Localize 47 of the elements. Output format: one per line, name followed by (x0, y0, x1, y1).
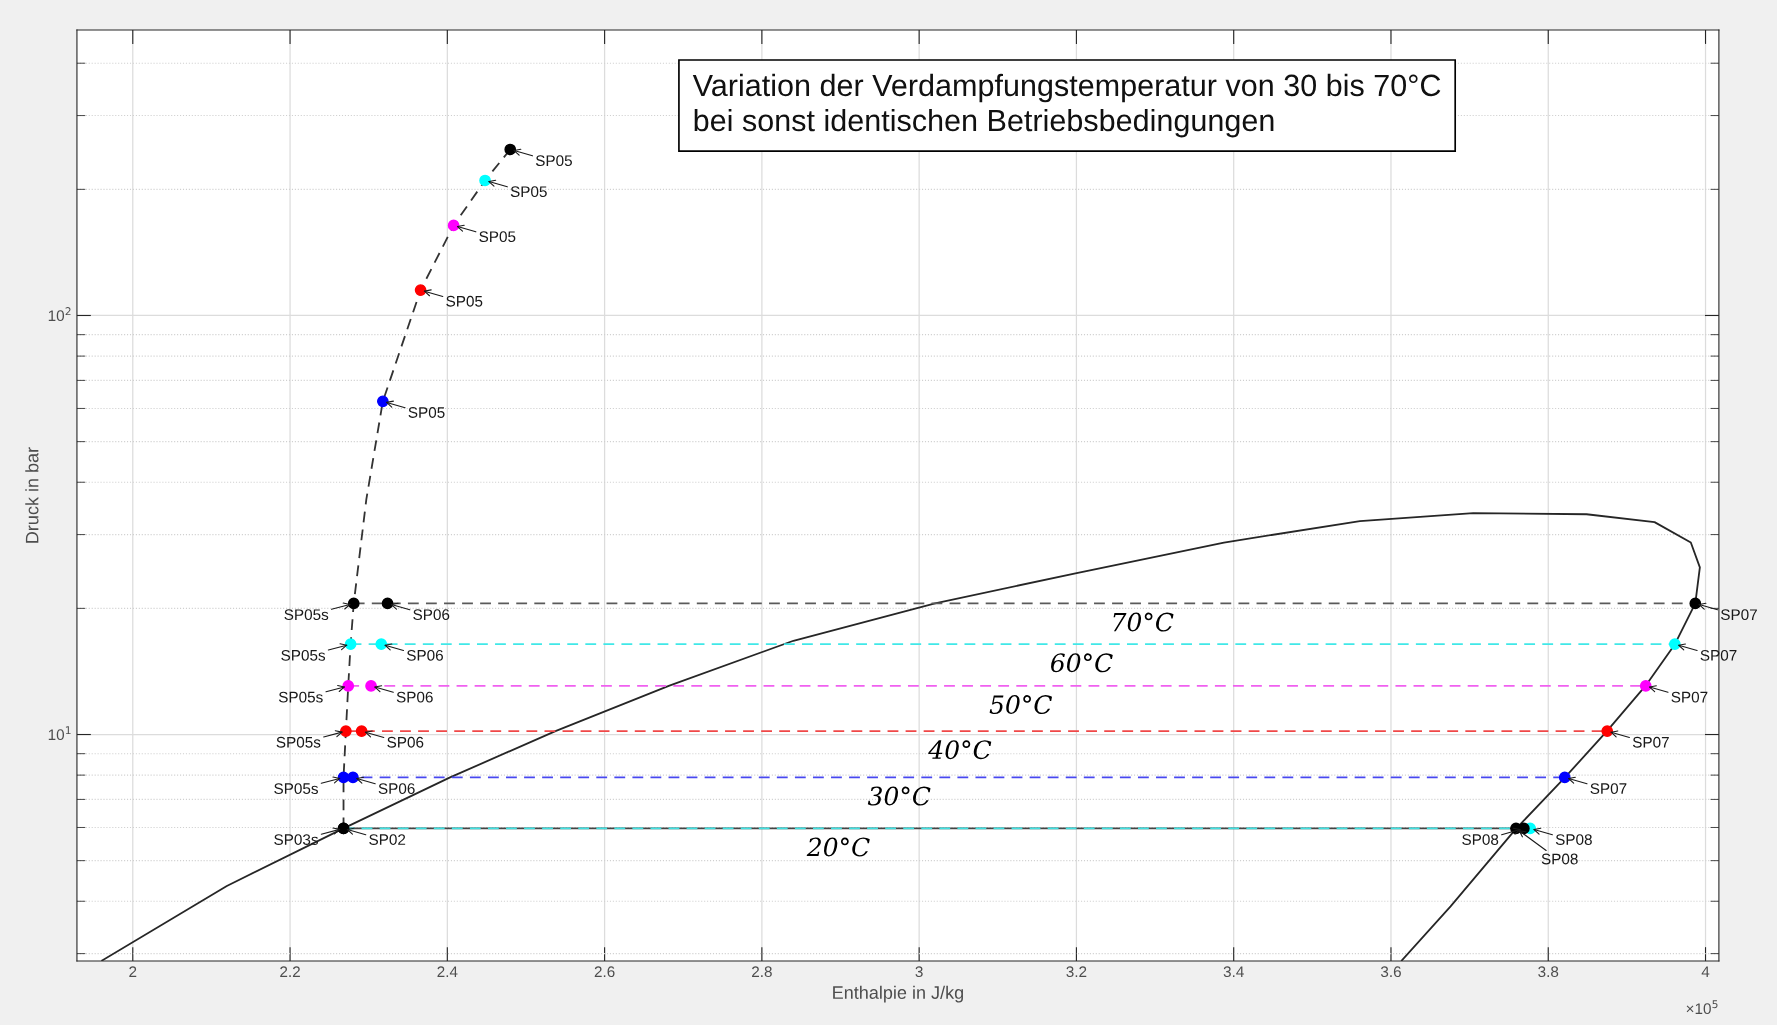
x-tick-label: 2.6 (594, 966, 615, 978)
series-label: 60°C (1051, 653, 1113, 673)
text: ×10$^{5}$ (1686, 1000, 1718, 1015)
x-tick-label: 3.8 (1538, 966, 1559, 978)
data-label: SP06 (378, 783, 415, 795)
x-tick-label: 3.4 (1223, 966, 1244, 978)
x-tick-label: 2.2 (280, 966, 300, 977)
data-label: SP08 (1541, 853, 1578, 865)
series-label: 40°C (928, 740, 992, 760)
data-label: SP03s (274, 834, 318, 845)
data-label: SP05 (510, 186, 547, 198)
data-label: SP07 (1671, 691, 1708, 703)
series-label: 50°C (989, 695, 1053, 715)
data-label: SP05 (535, 155, 572, 167)
data-label: SP07 (1590, 783, 1627, 795)
y-tick-label: 10$^{1}$ (48, 726, 71, 741)
x-tick-label: 3.6 (1380, 966, 1401, 978)
annotation: Variation der Verdampfungstemperatur von 30 bis 70°C bei sonst identischen Betriebsbedingungen (692, 73, 1441, 138)
data-label: SP05s (276, 736, 321, 748)
data-label: SP07 (1632, 736, 1669, 748)
data-label: SP07 (1721, 609, 1757, 621)
x-axis-title: Enthalpie in J/kg (833, 985, 963, 1003)
data-label: SP05s (274, 783, 318, 795)
data-label: SP08 (1555, 834, 1592, 845)
data-label: SP05 (479, 231, 516, 243)
y-axis-title: Druck in bar (25, 447, 39, 543)
x-tick-label: 4 (1701, 966, 1710, 977)
x-tick-label: 3.2 (1066, 966, 1087, 978)
series-label: 30°C (867, 786, 931, 806)
series-label: 70°C (1113, 612, 1174, 632)
series-label: 20°C (806, 837, 870, 857)
data-label: SP05s (284, 609, 329, 621)
data-label: SP06 (396, 691, 433, 703)
x-tick-label: 2.8 (752, 966, 772, 978)
data-label: SP02 (369, 834, 406, 845)
data-label: SP05 (408, 407, 445, 418)
data-label: SP06 (406, 649, 443, 661)
x-tick-label: 3 (915, 966, 923, 978)
data-label: SP05s (278, 691, 323, 703)
x-tick-label: 2 (129, 966, 137, 977)
data-label: SP05s (281, 649, 326, 661)
data-label: SP06 (413, 609, 450, 621)
data-label: SP05 (446, 295, 483, 307)
x-tick-label: 2.4 (437, 966, 458, 977)
data-label: SP06 (387, 736, 424, 748)
data-label: SP08 (1462, 834, 1499, 845)
y-tick-label: 10$^{2}$ (48, 307, 71, 322)
